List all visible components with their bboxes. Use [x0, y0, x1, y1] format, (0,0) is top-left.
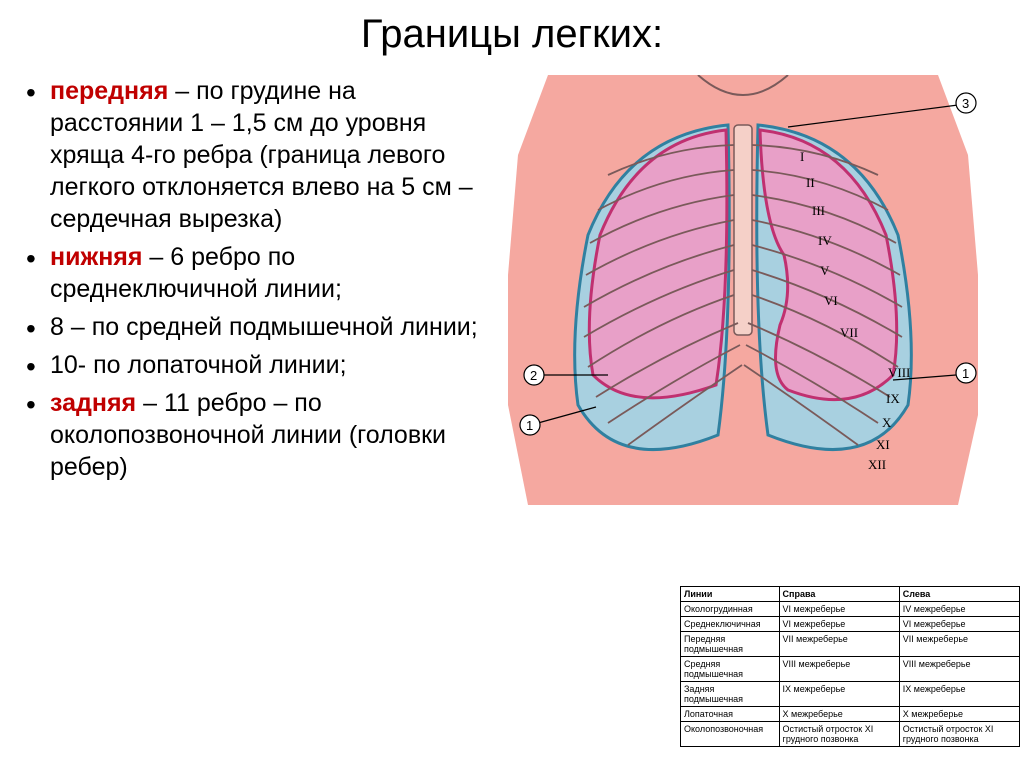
table-header: Справа — [779, 587, 899, 602]
bullet-item: передняя – по грудине на расстоянии 1 – … — [20, 75, 480, 235]
anatomy-diagram: I II III IV V VI VII VIII IX X XI XII — [488, 75, 998, 505]
svg-text:2: 2 — [530, 368, 537, 383]
table-cell: Остистый отросток XI грудного позвонка — [779, 722, 899, 747]
svg-text:IX: IX — [886, 391, 900, 406]
svg-text:XII: XII — [868, 457, 886, 472]
svg-text:I: I — [800, 149, 804, 164]
table-cell: Средняя подмышечная — [681, 657, 780, 682]
table-cell: Среднеключичная — [681, 617, 780, 632]
table-cell: Лопаточная — [681, 707, 780, 722]
svg-text:VII: VII — [840, 325, 858, 340]
text-column: передняя – по грудине на расстоянии 1 – … — [20, 75, 480, 505]
svg-text:IV: IV — [818, 233, 832, 248]
bullet-text: 8 – по средней подмышечной линии; — [50, 313, 478, 341]
table-cell: X межреберье — [899, 707, 1019, 722]
svg-text:1: 1 — [526, 418, 533, 433]
bullet-item: 10- по лопаточной линии; — [20, 349, 480, 381]
bullet-keyword: задняя — [50, 389, 136, 417]
table-cell: VII межреберье — [899, 632, 1019, 657]
svg-text:II: II — [806, 175, 815, 190]
table-cell: VIII межреберье — [779, 657, 899, 682]
table-cell: IV межреберье — [899, 602, 1019, 617]
svg-text:III: III — [812, 203, 825, 218]
bullet-text: 10- по лопаточной линии; — [50, 351, 347, 379]
table-row: ЛопаточнаяX межреберьеX межреберье — [681, 707, 1020, 722]
table-cell: VII межреберье — [779, 632, 899, 657]
bullet-item: 8 – по средней подмышечной линии; — [20, 311, 480, 343]
table-cell: VI межреберье — [899, 617, 1019, 632]
table-cell: VI межреберье — [779, 617, 899, 632]
table-cell: Околопозвоночная — [681, 722, 780, 747]
table-row: Средняя подмышечнаяVIII межреберьеVIII м… — [681, 657, 1020, 682]
bullet-item: нижняя – 6 ребро по среднеключичной лини… — [20, 241, 480, 305]
table-row: СреднеключичнаяVI межреберьеVI межреберь… — [681, 617, 1020, 632]
table-row: Передняя подмышечнаяVII межреберьеVII ме… — [681, 632, 1020, 657]
bullet-keyword: передняя — [50, 77, 168, 105]
bullet-list: передняя – по грудине на расстоянии 1 – … — [20, 75, 480, 483]
svg-text:V: V — [820, 263, 830, 278]
bullet-keyword: нижняя — [50, 243, 142, 271]
svg-text:XI: XI — [876, 437, 890, 452]
table-cell: X межреберье — [779, 707, 899, 722]
table-cell: VIII межреберье — [899, 657, 1019, 682]
svg-text:3: 3 — [962, 96, 969, 111]
table-cell: IX межреберье — [899, 682, 1019, 707]
diagram-column: I II III IV V VI VII VIII IX X XI XII — [488, 75, 1004, 505]
table-header: Слева — [899, 587, 1019, 602]
table-header: Линии — [681, 587, 780, 602]
table-cell: Остистый отросток XI грудного позвонка — [899, 722, 1019, 747]
table-row: ОколопозвоночнаяОстистый отросток XI гру… — [681, 722, 1020, 747]
table-cell: VI межреберье — [779, 602, 899, 617]
boundaries-table: ЛинииСправаСлеваОкологрудиннаяVI межребе… — [680, 586, 1020, 747]
table-row: Задняя подмышечнаяIX межреберьеIX межреб… — [681, 682, 1020, 707]
svg-text:VIII: VIII — [888, 365, 910, 380]
table-cell: Окологрудинная — [681, 602, 780, 617]
svg-text:VI: VI — [824, 293, 838, 308]
svg-text:1: 1 — [962, 366, 969, 381]
table-cell: IX межреберье — [779, 682, 899, 707]
bullet-item: задняя – 11 ребро – по околопозвоночной … — [20, 387, 480, 483]
svg-text:X: X — [882, 415, 892, 430]
table-cell: Передняя подмышечная — [681, 632, 780, 657]
table-cell: Задняя подмышечная — [681, 682, 780, 707]
slide-title: Границы легких: — [20, 12, 1004, 57]
table-row: ОкологрудиннаяVI межреберьеIV межреберье — [681, 602, 1020, 617]
